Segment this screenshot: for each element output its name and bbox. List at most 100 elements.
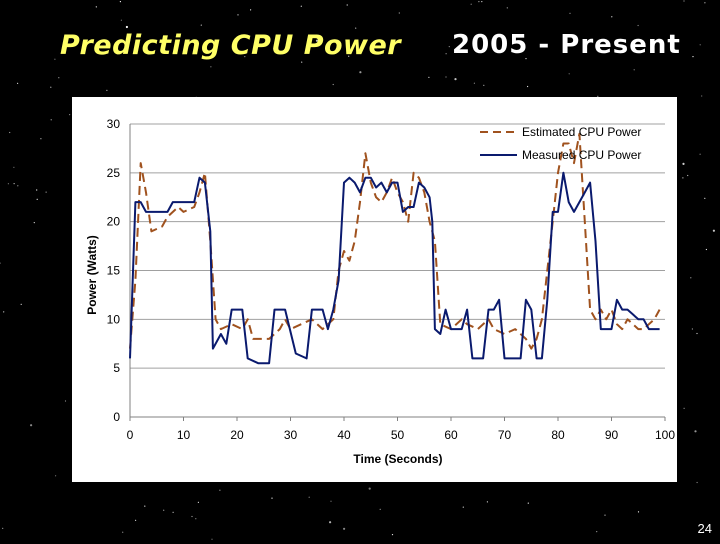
chart-grid (130, 123, 665, 369)
x-tick-label: 20 (230, 428, 244, 442)
star (637, 24, 639, 27)
star (472, 40, 474, 43)
star (704, 197, 706, 199)
star (527, 85, 529, 88)
star (525, 58, 527, 60)
star (683, 0, 685, 2)
x-tick-label: 10 (177, 428, 191, 442)
measured-power-line (129, 171, 660, 365)
star (391, 534, 394, 536)
star (120, 19, 122, 21)
y-tick-label: 30 (107, 117, 121, 131)
star (30, 424, 33, 427)
star (273, 48, 275, 50)
star (682, 162, 685, 165)
star (3, 311, 5, 313)
star (346, 4, 348, 6)
star (694, 430, 697, 433)
star (611, 16, 613, 18)
star (704, 2, 706, 4)
chart-axes (129, 124, 666, 421)
star (309, 35, 311, 37)
power-chart: 0 5 10 15 20 25 30 0 10 20 30 40 50 60 70 80 90 100 Time… (85, 117, 675, 466)
star (701, 95, 703, 97)
star (687, 174, 689, 177)
star (9, 131, 11, 134)
star (355, 27, 357, 29)
x-tick-label: 40 (337, 428, 351, 442)
x-tick-label: 60 (444, 428, 458, 442)
star (195, 518, 197, 520)
star (699, 153, 701, 155)
star (219, 489, 221, 491)
star (17, 185, 19, 187)
star (250, 9, 252, 11)
star (343, 527, 346, 530)
star (398, 12, 400, 14)
star (690, 277, 692, 279)
star (359, 71, 362, 74)
star (33, 222, 35, 224)
x-tick-label: 80 (551, 428, 565, 442)
star (604, 514, 606, 516)
star (40, 138, 42, 140)
star (191, 515, 193, 518)
star (135, 519, 137, 521)
star (64, 400, 67, 402)
star (119, 1, 121, 3)
x-tick-label: 50 (391, 428, 405, 442)
star (54, 58, 56, 60)
star (172, 511, 174, 513)
y-axis-label: Power (Watts) (85, 235, 99, 315)
x-tick-label: 100 (655, 428, 675, 442)
star (454, 78, 457, 81)
star (0, 262, 1, 264)
star (486, 501, 488, 503)
slide-era-label: 2005 - Present (452, 30, 681, 60)
star (568, 73, 570, 75)
chart-panel: 0 5 10 15 20 25 30 0 10 20 30 40 50 60 70 80 90 100 Time… (72, 97, 677, 482)
y-tick-label: 15 (107, 264, 121, 278)
star (13, 183, 15, 185)
star (569, 12, 571, 14)
star (712, 229, 716, 232)
star (462, 506, 464, 508)
star (300, 5, 302, 7)
star (17, 82, 19, 84)
star (13, 166, 15, 168)
star (483, 84, 485, 86)
star (301, 61, 303, 63)
star (330, 500, 332, 502)
star (379, 508, 381, 510)
star (470, 3, 472, 5)
star (69, 114, 71, 116)
star (368, 487, 371, 490)
x-tick-label: 90 (605, 428, 619, 442)
star (445, 76, 447, 78)
star (200, 24, 202, 26)
star (633, 69, 635, 71)
star (696, 481, 698, 484)
star (55, 475, 57, 477)
star (445, 53, 447, 55)
star (163, 509, 165, 511)
star (95, 6, 97, 8)
star (428, 76, 430, 78)
star (20, 303, 22, 305)
y-tick-label: 5 (113, 361, 120, 375)
star (683, 407, 685, 409)
star (682, 177, 684, 179)
star (58, 77, 60, 79)
star (691, 328, 694, 330)
star (106, 89, 108, 91)
star (144, 505, 146, 507)
star (348, 55, 350, 57)
star (2, 527, 4, 530)
star (125, 25, 128, 29)
star (448, 46, 450, 48)
y-tick-label: 25 (107, 166, 121, 180)
star (699, 44, 701, 46)
star (50, 86, 52, 88)
x-tick-label: 0 (127, 428, 134, 442)
x-tick-label: 30 (284, 428, 298, 442)
